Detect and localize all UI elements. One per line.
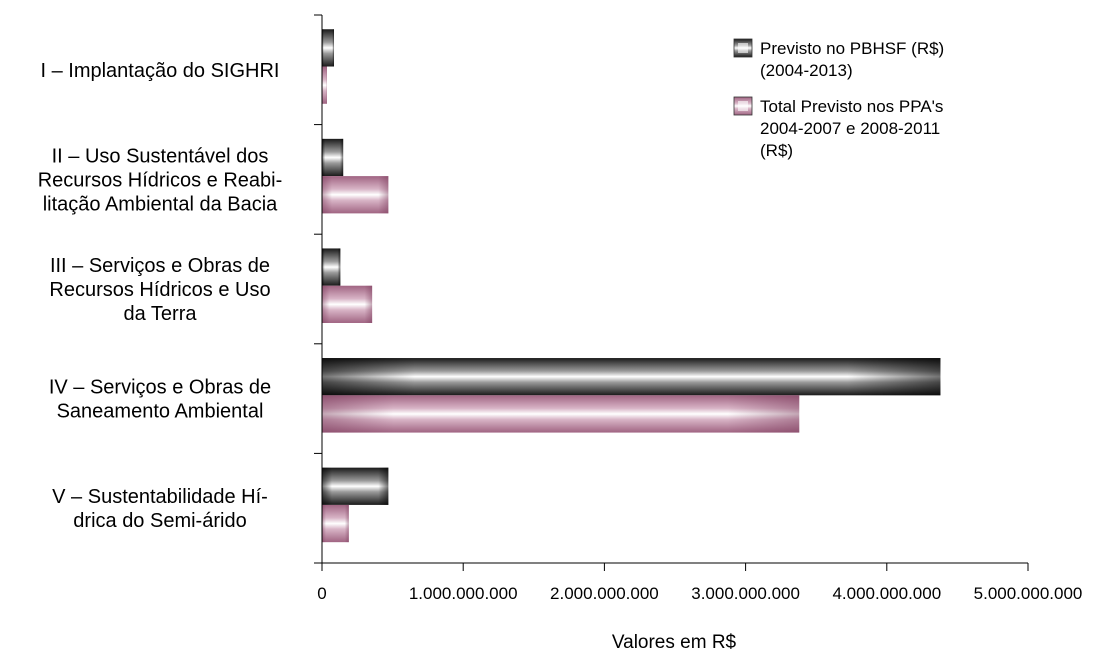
bar-s2-c3 [322, 285, 373, 323]
category-label: III – Serviços e Obras de Recursos Hídric… [49, 255, 270, 325]
legend: Previsto no PBHSF (R$) (2004-2013) Total P… [733, 38, 944, 160]
bars [322, 29, 941, 543]
x-axis-title: Valores em R$ [612, 632, 737, 653]
bar-s2-c2 [322, 176, 389, 214]
bar-s1-c5 [322, 467, 389, 505]
legend-label: Previsto no PBHSF (R$) (2004-2013) [760, 39, 944, 80]
legend-item-1: Previsto no PBHSF (R$) (2004-2013) [733, 38, 944, 80]
x-tick-label: 0 [317, 584, 326, 603]
axes [314, 14, 1029, 571]
bar-s2-c5 [322, 504, 349, 543]
bar-s2-c1 [322, 66, 327, 104]
x-tick-label: 3.000.000.000 [691, 584, 800, 603]
x-tick-label: 1.000.000.000 [409, 584, 518, 603]
bar-s1-c4 [322, 358, 941, 396]
x-tick-label: 4.000.000.000 [832, 584, 941, 603]
x-tick-label: 5.000.000.000 [974, 584, 1083, 603]
bar-s1-c1 [322, 29, 335, 67]
category-label: IV – Serviços e Obras de Saneamento Ambie… [49, 377, 271, 423]
bar-s2-c4 [322, 395, 800, 433]
category-label: II – Uso Sustentável dos Recursos Hídrico… [38, 145, 283, 215]
labels: 0 1.000.000.000 2.000.000.000 3.000.000.000… [38, 60, 1083, 653]
bar-s1-c2 [322, 138, 344, 177]
category-label: V – Sustentabilidade Hí-drica do Semi-ár… [52, 486, 268, 532]
legend-label: Total Previsto nos PPA's 2004-2007 e 2008… [760, 97, 943, 160]
legend-item-2: Total Previsto nos PPA's 2004-2007 e 2008… [733, 96, 943, 160]
category-label: I – Implantação do SIGHRI [40, 60, 279, 82]
bar-s1-c3 [322, 248, 341, 286]
x-tick-label: 2.000.000.000 [550, 584, 659, 603]
